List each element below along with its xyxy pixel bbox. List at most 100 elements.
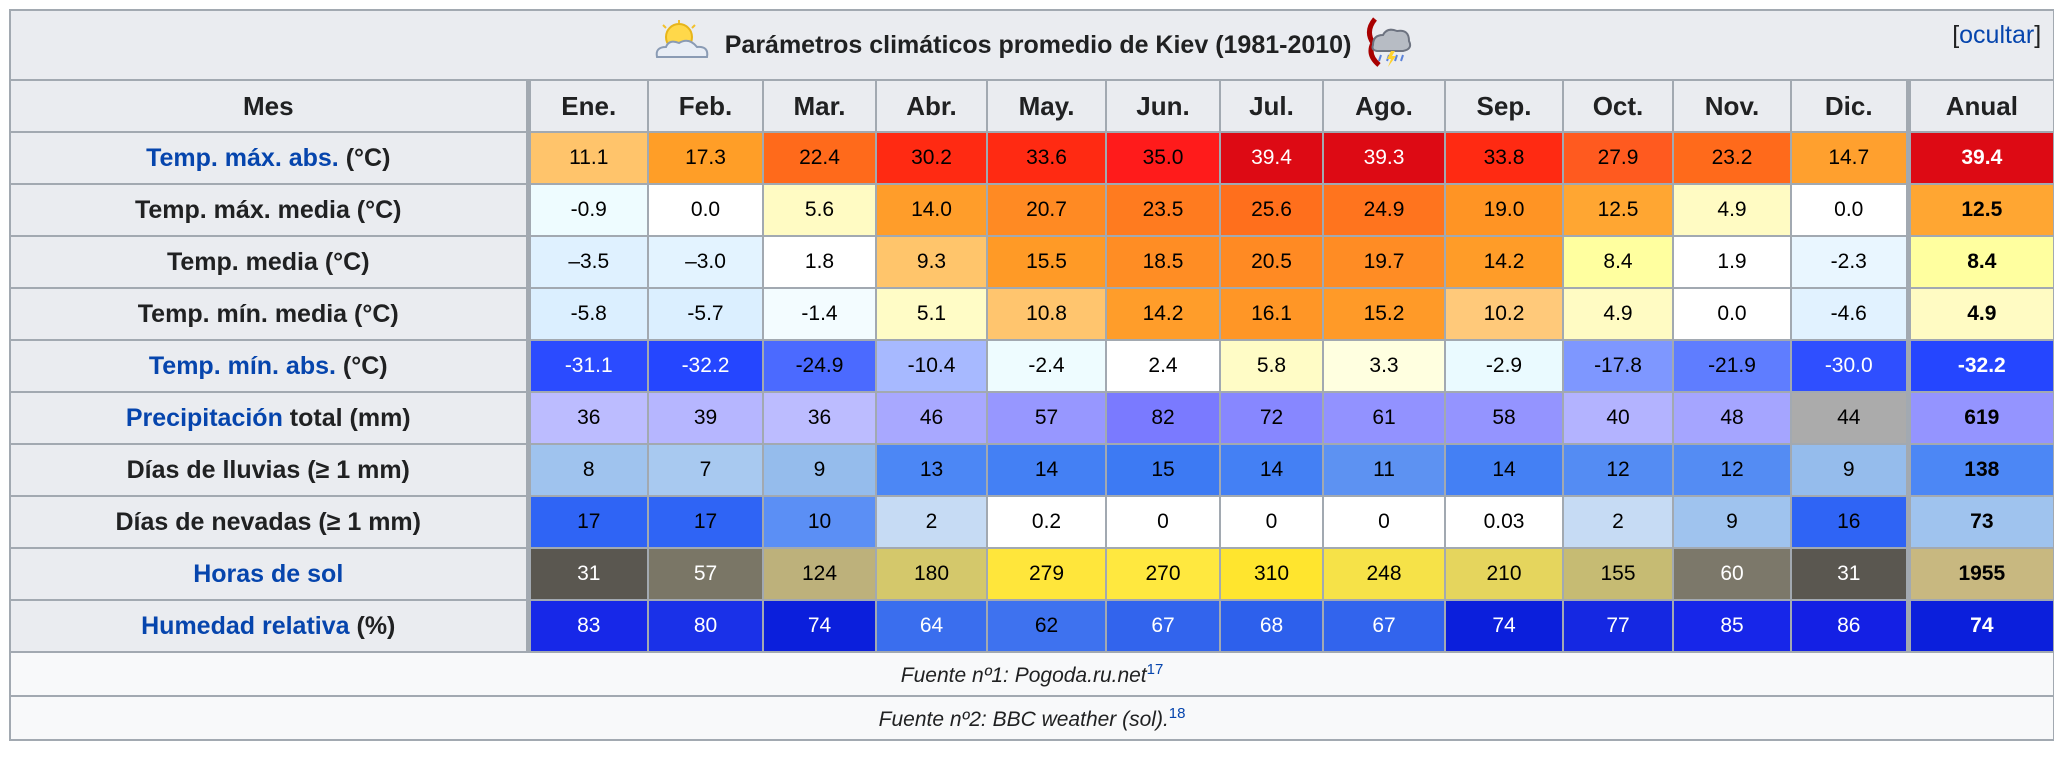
partly-sunny-weather-icon	[651, 19, 713, 72]
month-value-cell: 68	[1219, 599, 1324, 653]
month-value-cell: 0.0	[647, 183, 764, 237]
climate-row: Humedad relativa (%) 83 80 74 64 62 67 68 67 74 77…	[9, 599, 2054, 653]
month-value-cell: 48	[1672, 391, 1792, 445]
row-label: Humedad relativa (%)	[9, 599, 531, 653]
month-value-cell: -31.1	[527, 339, 649, 393]
month-value-cell: 8	[527, 443, 649, 497]
month-value-cell: 180	[875, 547, 988, 601]
row-label: Horas de sol	[9, 547, 531, 601]
month-value-cell: -4.6	[1790, 287, 1909, 341]
row-label-link[interactable]: Temp. máx. abs.	[146, 143, 339, 172]
header-month-label: Mes	[9, 79, 531, 133]
row-label-link[interactable]: Horas de sol	[193, 559, 344, 588]
reference-link[interactable]: 18	[1168, 704, 1186, 722]
month-value-cell: 14.2	[1444, 235, 1564, 289]
month-value-cell: 0	[1322, 495, 1446, 549]
hide-link[interactable]: ocultar	[1959, 21, 2035, 49]
annual-value-cell: 4.9	[1905, 287, 2054, 341]
month-value-cell: 39.3	[1322, 131, 1446, 185]
month-value-cell: 39	[647, 391, 764, 445]
month-value-cell: 20.5	[1219, 235, 1324, 289]
header-month: Mar.	[762, 79, 877, 133]
month-value-cell: 8.4	[1562, 235, 1674, 289]
row-label-link[interactable]: Precipitación	[125, 403, 283, 432]
month-value-cell: 30.2	[875, 131, 988, 185]
month-value-cell: 155	[1562, 547, 1674, 601]
row-label-link[interactable]: Humedad relativa	[141, 611, 350, 640]
row-label: Días de nevadas (≥ 1 mm)	[9, 495, 531, 549]
annual-value-cell: 39.4	[1905, 131, 2054, 185]
annual-value-cell: 1955	[1905, 547, 2054, 601]
month-value-cell: -32.2	[647, 339, 764, 393]
month-value-cell: 14	[986, 443, 1107, 497]
annual-value-cell: 73	[1905, 495, 2054, 549]
month-value-cell: 58	[1444, 391, 1564, 445]
month-value-cell: 17	[647, 495, 764, 549]
climate-table: Parámetros climáticos promedio de Kiev (…	[8, 9, 2054, 741]
month-value-cell: 14.0	[875, 183, 988, 237]
climate-row: Temp. mín. media (°C) -5.8 -5.7 -1.4 5.1 10.8…	[9, 287, 2054, 341]
month-value-cell: 25.6	[1219, 183, 1324, 237]
month-value-cell: 39.4	[1219, 131, 1324, 185]
row-label: Temp. mín. media (°C)	[9, 287, 531, 341]
climate-row: Horas de sol 31 57 124 180 279 270 310 248 210 155…	[9, 547, 2054, 601]
month-value-cell: 9	[1790, 443, 1909, 497]
row-label-text: (%)	[349, 611, 396, 640]
climate-row: Temp. media (°C) –3.5 –3.0 1.8 9.3 15.5 18.5 20…	[9, 235, 2054, 289]
month-value-cell: 12.5	[1562, 183, 1674, 237]
month-value-cell: 35.0	[1105, 131, 1221, 185]
annual-value-cell: 8.4	[1905, 235, 2054, 289]
annual-value-cell: 619	[1905, 391, 2054, 445]
row-label: Temp. mín. abs. (°C)	[9, 339, 531, 393]
month-value-cell: -17.8	[1562, 339, 1674, 393]
month-value-cell: -2.9	[1444, 339, 1564, 393]
header-row: Mes Ene. Feb. Mar. Abr. May. Jun. Jul. A…	[9, 79, 2054, 133]
row-label-text: total (mm)	[282, 403, 411, 432]
climate-row: Temp. mín. abs. (°C) -31.1 -32.2 -24.9 -10.4…	[9, 339, 2054, 393]
month-value-cell: 13	[875, 443, 988, 497]
month-value-cell: 46	[875, 391, 988, 445]
source-note: Fuente nº2: BBC weather (sol).18	[8, 695, 2054, 741]
month-value-cell: 124	[762, 547, 877, 601]
month-value-cell: –3.0	[647, 235, 764, 289]
month-value-cell: 64	[875, 599, 988, 653]
row-label-link[interactable]: Temp. mín. abs.	[148, 351, 336, 380]
month-value-cell: 5.1	[875, 287, 988, 341]
month-value-cell: 15.2	[1322, 287, 1446, 341]
month-value-cell: 10.2	[1444, 287, 1564, 341]
annual-value-cell: 74	[1905, 599, 2054, 653]
month-value-cell: 67	[1322, 599, 1446, 653]
month-value-cell: 17	[527, 495, 649, 549]
month-value-cell: 83	[527, 599, 649, 653]
month-value-cell: 17.3	[647, 131, 764, 185]
reference-link[interactable]: 17	[1146, 660, 1164, 678]
climate-row: Días de lluvias (≥ 1 mm) 8 7 9 13 14 15 14 11 14 1…	[9, 443, 2054, 497]
month-value-cell: 20.7	[986, 183, 1107, 237]
hide-toggle[interactable]: [ocultar]	[1952, 21, 2042, 49]
source-text: Fuente nº2: BBC weather (sol).	[878, 707, 1169, 731]
month-value-cell: -0.9	[527, 183, 649, 237]
header-month: Jun.	[1105, 79, 1221, 133]
month-value-cell: 2.4	[1105, 339, 1221, 393]
month-value-cell: 0	[1105, 495, 1221, 549]
month-value-cell: 12	[1562, 443, 1674, 497]
month-value-cell: 279	[986, 547, 1107, 601]
month-value-cell: 5.6	[762, 183, 877, 237]
month-value-cell: 19.7	[1322, 235, 1446, 289]
month-value-cell: 19.0	[1444, 183, 1564, 237]
month-value-cell: 74	[762, 599, 877, 653]
header-month: Dic.	[1790, 79, 1909, 133]
month-value-cell: 36	[527, 391, 649, 445]
month-value-cell: 15	[1105, 443, 1221, 497]
month-value-cell: 9	[1672, 495, 1792, 549]
month-value-cell: 33.8	[1444, 131, 1564, 185]
month-value-cell: -1.4	[762, 287, 877, 341]
month-value-cell: 9	[762, 443, 877, 497]
month-value-cell: 80	[647, 599, 764, 653]
month-value-cell: 0	[1219, 495, 1324, 549]
month-value-cell: 74	[1444, 599, 1564, 653]
month-value-cell: 9.3	[875, 235, 988, 289]
month-value-cell: 11	[1322, 443, 1446, 497]
header-month: Ago.	[1322, 79, 1446, 133]
storm-weather-icon	[1363, 15, 1413, 76]
